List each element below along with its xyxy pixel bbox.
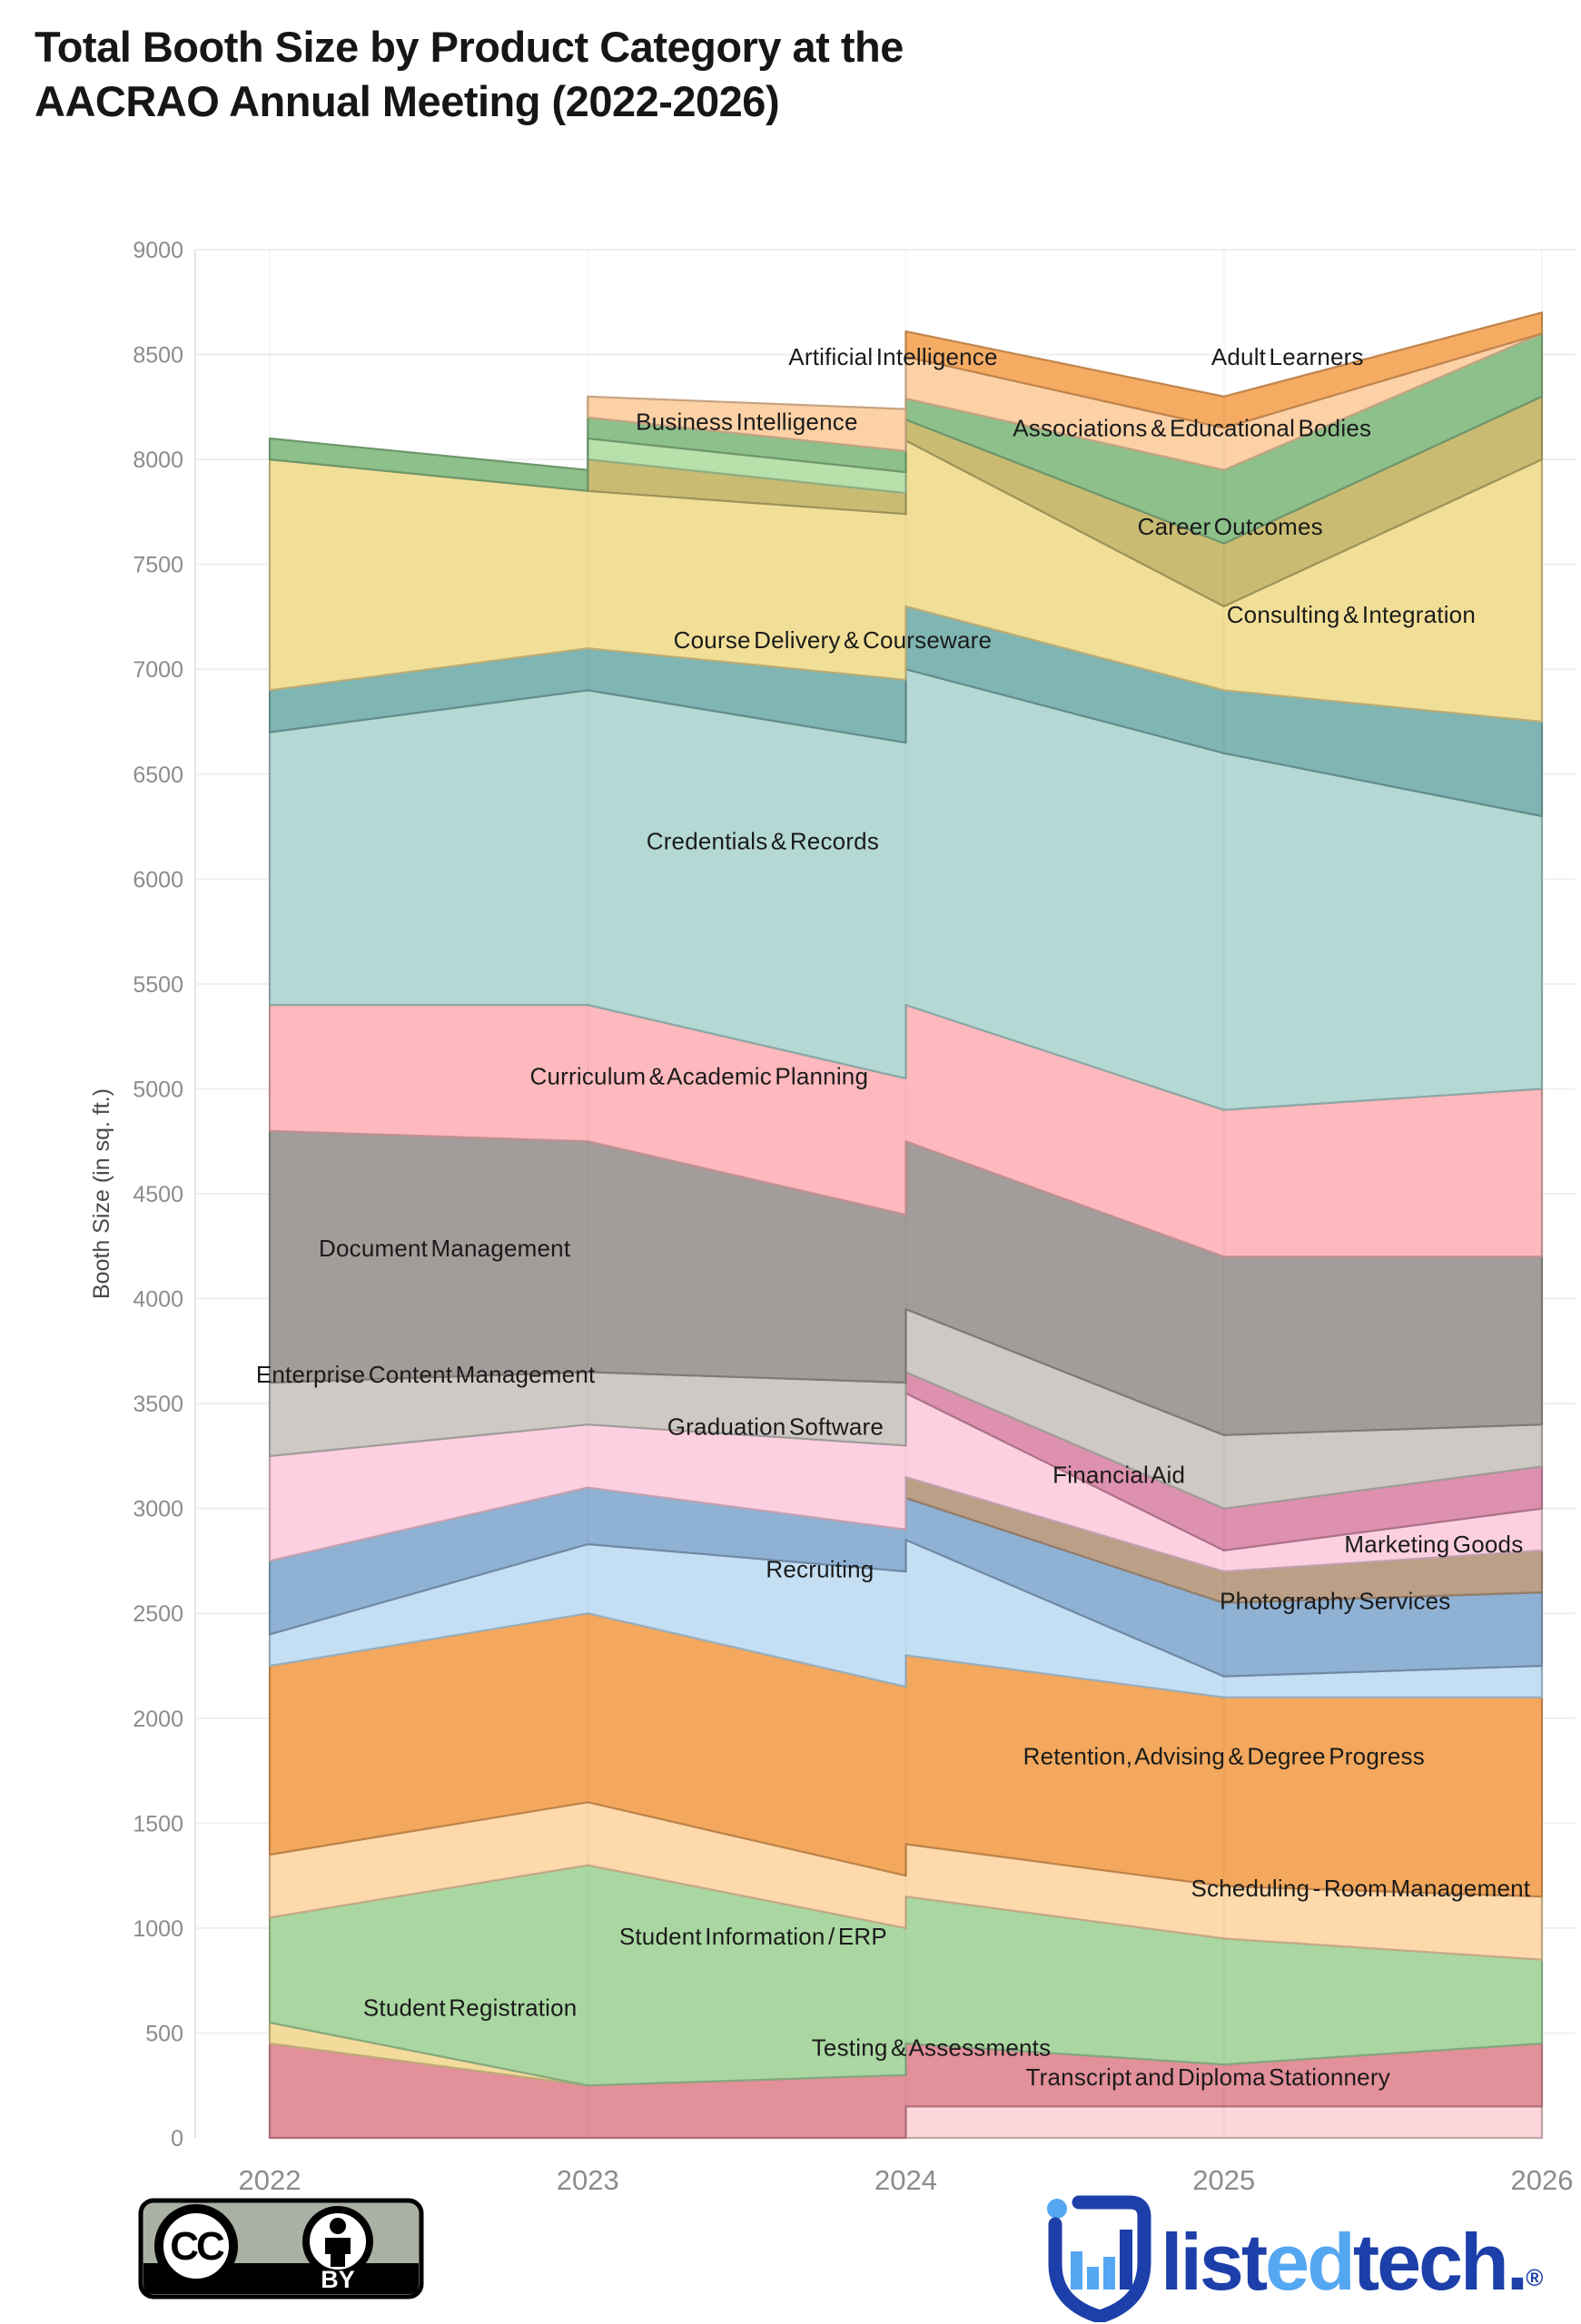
y-tick-2000: 2000	[133, 1707, 183, 1732]
y-tick-2500: 2500	[133, 1601, 183, 1627]
label-artificial-intelligence: Artificial Intelligence	[788, 343, 997, 370]
wordmark-list: list	[1161, 2217, 1268, 2307]
y-tick-8000: 8000	[133, 448, 183, 473]
label-consulting-integration: Consulting & Integration	[1227, 601, 1476, 628]
y-tick-9000: 9000	[133, 238, 183, 263]
logo-bar-4	[1120, 2230, 1132, 2290]
y-tick-5500: 5500	[133, 972, 183, 998]
label-photography-services: Photography Services	[1220, 1587, 1450, 1614]
y-tick-0: 0	[171, 2126, 183, 2152]
wordmark-tech: tech.	[1353, 2217, 1526, 2307]
cc-icon-text: CC	[170, 2224, 224, 2269]
y-tick-3500: 3500	[133, 1392, 183, 1417]
label-financial-aid: Financial Aid	[1052, 1462, 1185, 1489]
y-tick-6500: 6500	[133, 763, 183, 788]
x-tick-2026: 2026	[1511, 2164, 1574, 2196]
x-tick-2022: 2022	[239, 2164, 301, 2196]
y-tick-1500: 1500	[133, 1811, 183, 1837]
area-adult-learners	[904, 311, 1544, 429]
label-recruiting: Recruiting	[766, 1556, 874, 1583]
label-scheduling-room-management: Scheduling - Room Management	[1191, 1875, 1531, 1902]
label-student-registration: Student Registration	[363, 1994, 578, 2022]
area-artificial-intelligence	[587, 332, 1544, 471]
label-graduation-software: Graduation Software	[667, 1413, 884, 1441]
attribution-person-icon	[302, 2206, 373, 2277]
label-marketing-goods: Marketing Goods	[1344, 1531, 1523, 1558]
wordmark-ed: ed	[1265, 2217, 1353, 2307]
y-tick-5000: 5000	[133, 1077, 183, 1102]
logo-bar-3	[1103, 2257, 1115, 2290]
label-testing-assessments: Testing & Assessments	[812, 2034, 1052, 2062]
label-enterprise-content-management: Enterprise Content Management	[256, 1361, 596, 1388]
listedtech-logo: listedtech.®	[1047, 2195, 1546, 2322]
y-tick-7000: 7000	[133, 657, 183, 683]
wordmark-registered: ®	[1526, 2264, 1543, 2291]
y-tick-4500: 4500	[133, 1182, 183, 1207]
label-curriculum-academic-planning: Curriculum & Academic Planning	[530, 1063, 869, 1090]
label-business-intelligence: Business Intelligence	[636, 409, 857, 436]
logo-bar-1	[1071, 2251, 1082, 2290]
label-student-information-erp: Student Information / ERP	[619, 1923, 887, 1950]
label-associations-educational-bodies: Associations & Educational Bodies	[1013, 414, 1371, 441]
label-transcript-and-diploma-stationnery: Transcript and Diploma Stationnery	[1026, 2063, 1390, 2091]
label-adult-learners: Adult Learners	[1211, 343, 1364, 370]
x-tick-2023: 2023	[557, 2164, 619, 2196]
page-title: Total Booth Size by Product Category at …	[35, 20, 1306, 128]
title-line-2: AACRAO Annual Meeting (2022-2026)	[35, 76, 780, 125]
cc-icon: CC	[154, 2204, 238, 2288]
y-tick-4000: 4000	[133, 1287, 183, 1313]
y-tick-6000: 6000	[133, 867, 183, 892]
label-credentials-records: Credentials & Records	[647, 828, 879, 855]
listedtech-wordmark: listedtech.®	[1161, 2217, 1543, 2307]
title-line-1: Total Booth Size by Product Category at …	[35, 23, 904, 71]
y-tick-500: 500	[145, 2021, 183, 2046]
y-tick-8500: 8500	[133, 343, 183, 369]
y-tick-7500: 7500	[133, 553, 183, 578]
logo-bar-2	[1087, 2267, 1099, 2290]
y-tick-1000: 1000	[133, 1916, 183, 1942]
y-axis-title: Booth Size (in sq. ft.)	[89, 1088, 114, 1299]
cc-by-license-badge: CC BY	[138, 2198, 424, 2299]
y-tick-3000: 3000	[133, 1497, 183, 1522]
x-tick-2024: 2024	[874, 2164, 937, 2196]
label-career-outcomes: Career Outcomes	[1138, 513, 1323, 540]
listedtech-shield-icon	[1047, 2195, 1151, 2322]
license-by-text: BY	[321, 2266, 355, 2293]
label-document-management: Document Management	[319, 1235, 571, 1262]
x-tick-2025: 2025	[1192, 2164, 1255, 2196]
label-retention-advising-degree-progress: Retention, Advising & Degree Progress	[1023, 1742, 1425, 1769]
label-course-delivery-courseware: Course Delivery & Courseware	[674, 626, 993, 654]
